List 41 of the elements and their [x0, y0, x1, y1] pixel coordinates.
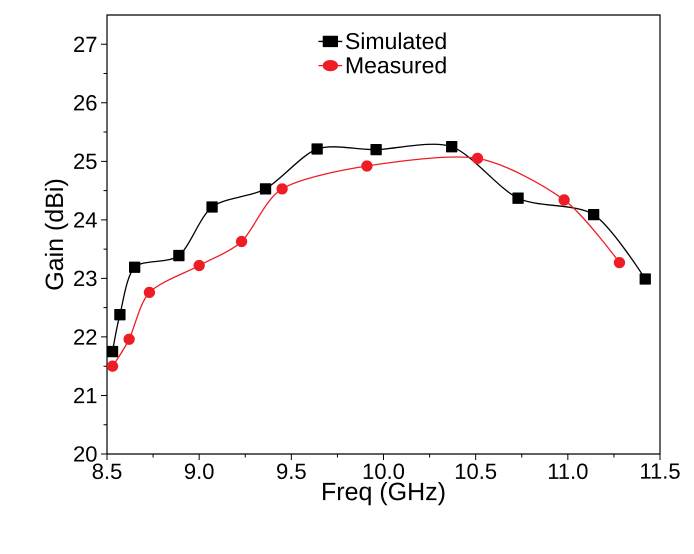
- x-tick-label: 10.5: [456, 464, 496, 480]
- point: [446, 141, 458, 152]
- point: [123, 334, 135, 345]
- y-tick-label: 21: [74, 388, 96, 404]
- point: [558, 194, 570, 206]
- x-tick-label: 9.0: [184, 464, 214, 480]
- point: [129, 262, 140, 273]
- point: [106, 346, 118, 358]
- point: [512, 192, 524, 204]
- y-tick-label: 26: [74, 95, 97, 111]
- point: [472, 152, 484, 164]
- point: [640, 273, 651, 285]
- point: [236, 236, 248, 248]
- point: [173, 250, 185, 262]
- legend-label: Measured: [346, 56, 446, 74]
- point: [588, 208, 600, 220]
- point: [114, 309, 126, 320]
- point: [276, 183, 288, 194]
- point: [370, 144, 382, 156]
- point: [144, 286, 156, 298]
- x-tick-label: 11.5: [641, 464, 680, 479]
- point: [206, 201, 218, 213]
- y-tick-label: 20: [74, 446, 97, 462]
- x-tick-label: 8.5: [92, 464, 122, 480]
- x-axis-title: Freq (GHz): [323, 482, 444, 506]
- y-tick-label: 23: [74, 270, 97, 286]
- point: [194, 260, 205, 272]
- x-tick-label: 11.0: [548, 464, 588, 480]
- point: [106, 360, 118, 372]
- x-tick-label: 9.5: [277, 464, 306, 480]
- point: [361, 160, 373, 172]
- y-tick-label: 27: [74, 36, 96, 52]
- legend-label: Simulated: [346, 32, 446, 50]
- y-tick-label: 24: [74, 212, 97, 228]
- point: [614, 256, 626, 268]
- point: [311, 143, 323, 155]
- y-tick-label: 22: [74, 329, 96, 345]
- x-tick-label: 10.0: [364, 464, 404, 480]
- y-tick-label: 25: [74, 154, 97, 170]
- y-axis-title: Gain (dBi): [44, 180, 68, 290]
- point: [260, 183, 272, 194]
